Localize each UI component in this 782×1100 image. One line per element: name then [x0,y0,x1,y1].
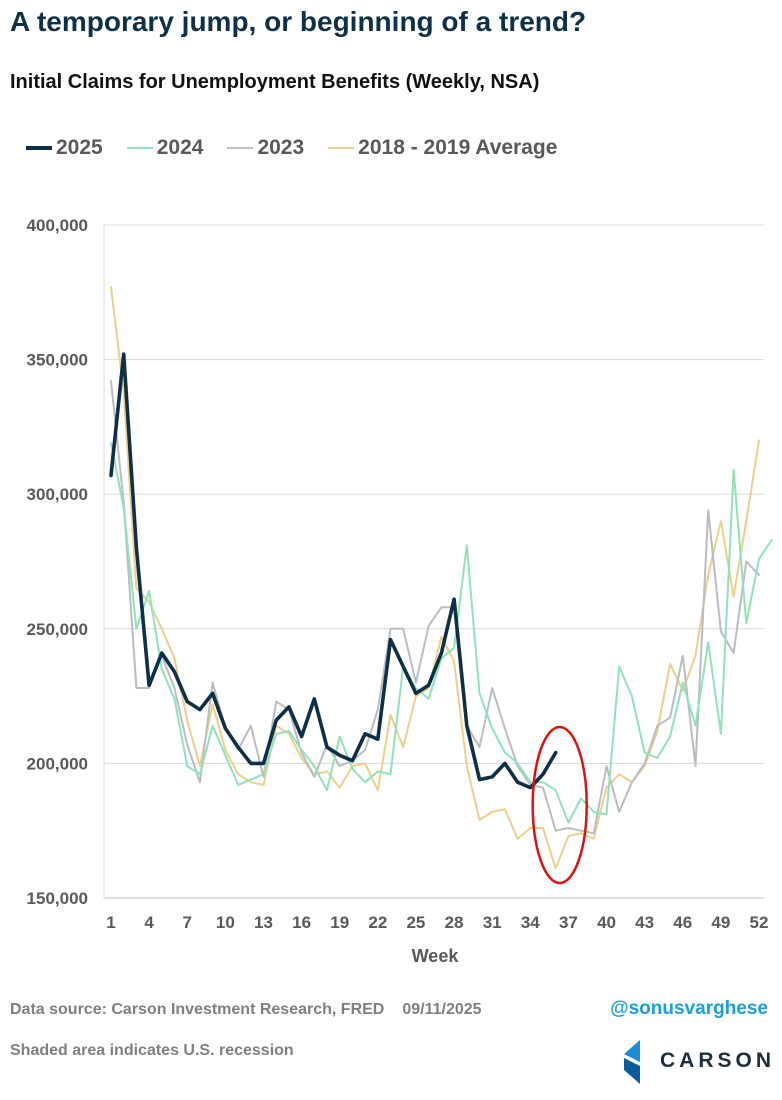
source-date: 09/11/2025 [402,1001,482,1018]
legend-item-2023: 2023 [227,136,304,160]
series-lines [109,285,773,870]
x-tick-label: 22 [368,913,387,932]
y-tick-label: 400,000 [27,216,88,235]
x-tick-label: 43 [635,913,654,932]
chart-title: A temporary jump, or beginning of a tren… [10,6,587,37]
axes: 150,000 200,000 250,000 300,000 350,000 400,0… [27,216,769,932]
source-text: Data source: Carson Investment Research,… [10,1001,385,1018]
source-note: Data source: Carson Investment Research,… [10,1001,482,1019]
legend-label-2024: 2024 [156,136,204,159]
legend-swatch-avg [328,147,355,149]
x-tick-label: 7 [183,913,192,932]
x-tick-label: 46 [673,913,692,932]
x-tick-label: 13 [254,913,273,932]
series-line-2024 [110,442,773,824]
x-tick-label: 37 [559,913,578,932]
x-tick-label: 4 [144,913,154,932]
x-tick-label: 19 [330,913,349,932]
x-tick-label: 34 [521,913,540,932]
series-line-2023 [110,380,760,835]
recession-note: Shaded area indicates U.S. recession [10,1042,294,1059]
x-tick-label: 52 [750,913,769,932]
x-tick-label: 1 [106,913,115,932]
series-line-avg [110,285,760,870]
legend-item-2024: 2024 [126,136,204,160]
legend-label-avg: 2018 - 2019 Average [358,136,558,159]
x-tick-label: 49 [711,913,730,932]
legend-swatch-2023 [227,147,254,149]
legend-item-2025: 2025 [26,136,103,160]
legend-label-2025: 2025 [56,136,103,159]
line-chart: 150,000 200,000 250,000 300,000 350,000 400,0… [27,216,773,966]
legend-item-avg: 2018 - 2019 Average [328,136,557,160]
x-axis-label: Week [412,946,460,966]
series-line-2025 [109,352,558,790]
x-tick-label: 16 [292,913,311,932]
x-tick-label: 28 [445,913,464,932]
y-tick-label: 200,000 [27,754,88,773]
y-tick-label: 150,000 [27,889,88,908]
annotation-layer [531,725,588,885]
y-tick-label: 250,000 [27,620,88,639]
chart-subtitle: Initial Claims for Unemployment Benefits… [10,71,540,93]
carson-logo: CARSON [618,1040,771,1084]
y-tick-label: 350,000 [27,351,88,370]
x-tick-label: 10 [216,913,235,932]
carson-logo-mark-icon [624,1040,640,1084]
logo-text: CARSON [660,1049,776,1072]
x-tick-label: 25 [406,913,425,932]
x-tick-label: 40 [597,913,616,932]
legend-label-2023: 2023 [257,136,305,159]
chart-legend: 2025 2024 2023 2018 - 2019 Average [26,136,581,160]
gridlines [104,224,764,764]
author-handle[interactable]: @sonusvarghese [610,998,768,1019]
annotation-ellipse [531,725,588,885]
legend-swatch-2025 [26,146,52,150]
y-tick-label: 300,000 [27,485,88,504]
legend-swatch-2024 [126,147,153,149]
x-tick-label: 31 [483,913,502,932]
